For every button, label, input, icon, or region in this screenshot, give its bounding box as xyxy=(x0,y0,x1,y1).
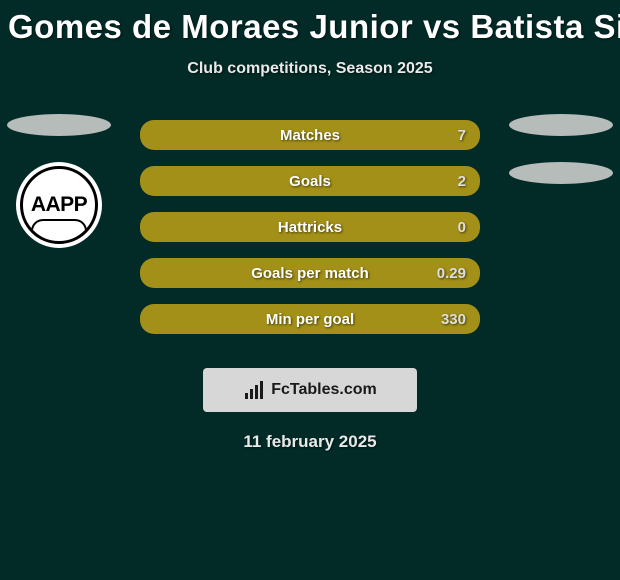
watermark-box: FcTables.com xyxy=(203,368,417,412)
footer-date: 11 february 2025 xyxy=(0,432,620,452)
stat-bar-value-right: 7 xyxy=(458,127,466,144)
season-subtitle: Club competitions, Season 2025 xyxy=(0,60,620,78)
stat-bars: Matches 7 Goals 2 Hattricks 0 Goals per match 0… xyxy=(140,120,480,350)
player-placeholder-oval xyxy=(509,114,613,136)
club-badge-left: AAPP xyxy=(16,162,102,248)
player-placeholder-oval xyxy=(7,114,111,136)
watermark-text: FcTables.com xyxy=(271,381,377,399)
right-player-column xyxy=(506,114,616,210)
stat-bar: Goals per match 0.29 xyxy=(140,258,480,288)
stat-bar: Min per goal 330 xyxy=(140,304,480,334)
stat-bar: Hattricks 0 xyxy=(140,212,480,242)
stat-bar-label: Goals per match xyxy=(251,265,369,282)
stat-bar: Goals 2 xyxy=(140,166,480,196)
club-badge-bridge-icon xyxy=(31,219,87,233)
bar-chart-icon xyxy=(243,381,265,399)
stat-bar-value-right: 0 xyxy=(458,219,466,236)
page-title: Gomes de Moraes Junior vs Batista Silva xyxy=(0,8,620,46)
stat-bar-label: Min per goal xyxy=(266,311,354,328)
stats-block: AAPP Matches 7 Goals 2 Hattricks 0 Goals per m… xyxy=(0,120,620,360)
stat-bar: Matches 7 xyxy=(140,120,480,150)
left-player-column: AAPP xyxy=(4,114,114,248)
club-badge-ring: AAPP xyxy=(20,166,98,244)
stat-bar-label: Matches xyxy=(280,127,340,144)
stat-bar-label: Goals xyxy=(289,173,331,190)
stat-bar-value-right: 330 xyxy=(441,311,466,328)
stat-bar-label: Hattricks xyxy=(278,219,342,236)
club-badge-text: AAPP xyxy=(31,193,87,217)
infographic-container: Gomes de Moraes Junior vs Batista Silva … xyxy=(0,0,620,580)
club-placeholder-oval xyxy=(509,162,613,184)
stat-bar-value-right: 2 xyxy=(458,173,466,190)
stat-bar-value-right: 0.29 xyxy=(437,265,466,282)
